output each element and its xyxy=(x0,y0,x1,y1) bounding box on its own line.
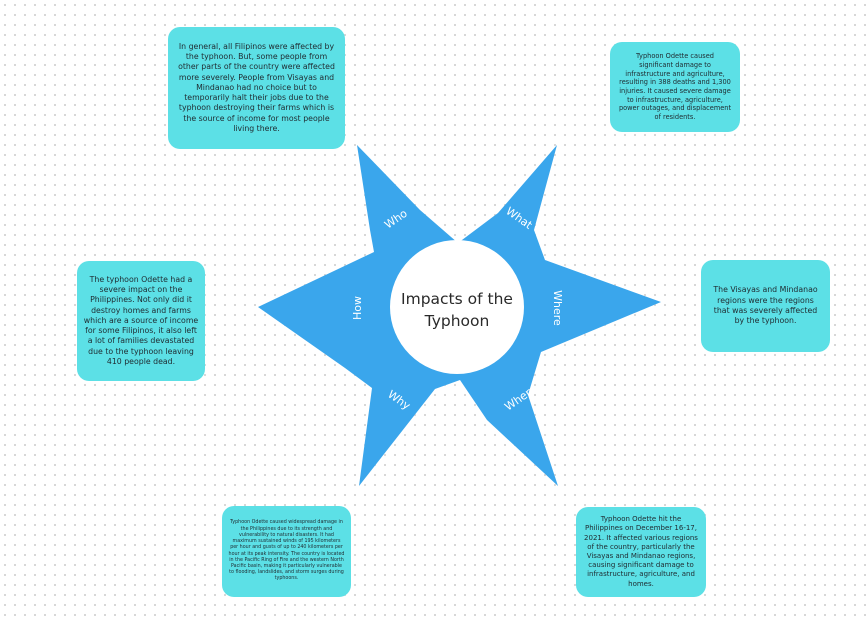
note-where-text: The Visayas and Mindanao regions were th… xyxy=(713,285,818,326)
note-what: Typhoon Odette caused significant damage… xyxy=(610,42,740,132)
note-where: The Visayas and Mindanao regions were th… xyxy=(701,260,830,352)
center-title-line1: Impacts of the xyxy=(401,290,513,308)
note-why: Typhoon Odette caused widespread damage … xyxy=(222,506,351,597)
note-how-text: The typhoon Odette had a severe impact o… xyxy=(83,274,199,366)
note-why-text: Typhoon Odette caused widespread damage … xyxy=(228,520,345,582)
note-when: Typhoon Odette hit the Philippines on De… xyxy=(576,507,706,597)
arm-label-where: Where xyxy=(551,290,564,326)
note-what-text: Typhoon Odette caused significant damage… xyxy=(618,52,732,122)
note-who-text: In general, all Filipinos were affected … xyxy=(178,41,335,133)
arm-label-how: How xyxy=(351,296,364,320)
note-how: The typhoon Odette had a severe impact o… xyxy=(77,261,205,381)
note-when-text: Typhoon Odette hit the Philippines on De… xyxy=(584,515,698,588)
center-title-line2: Typhoon xyxy=(424,312,490,330)
note-who: In general, all Filipinos were affected … xyxy=(168,27,345,149)
center-circle xyxy=(390,240,524,374)
